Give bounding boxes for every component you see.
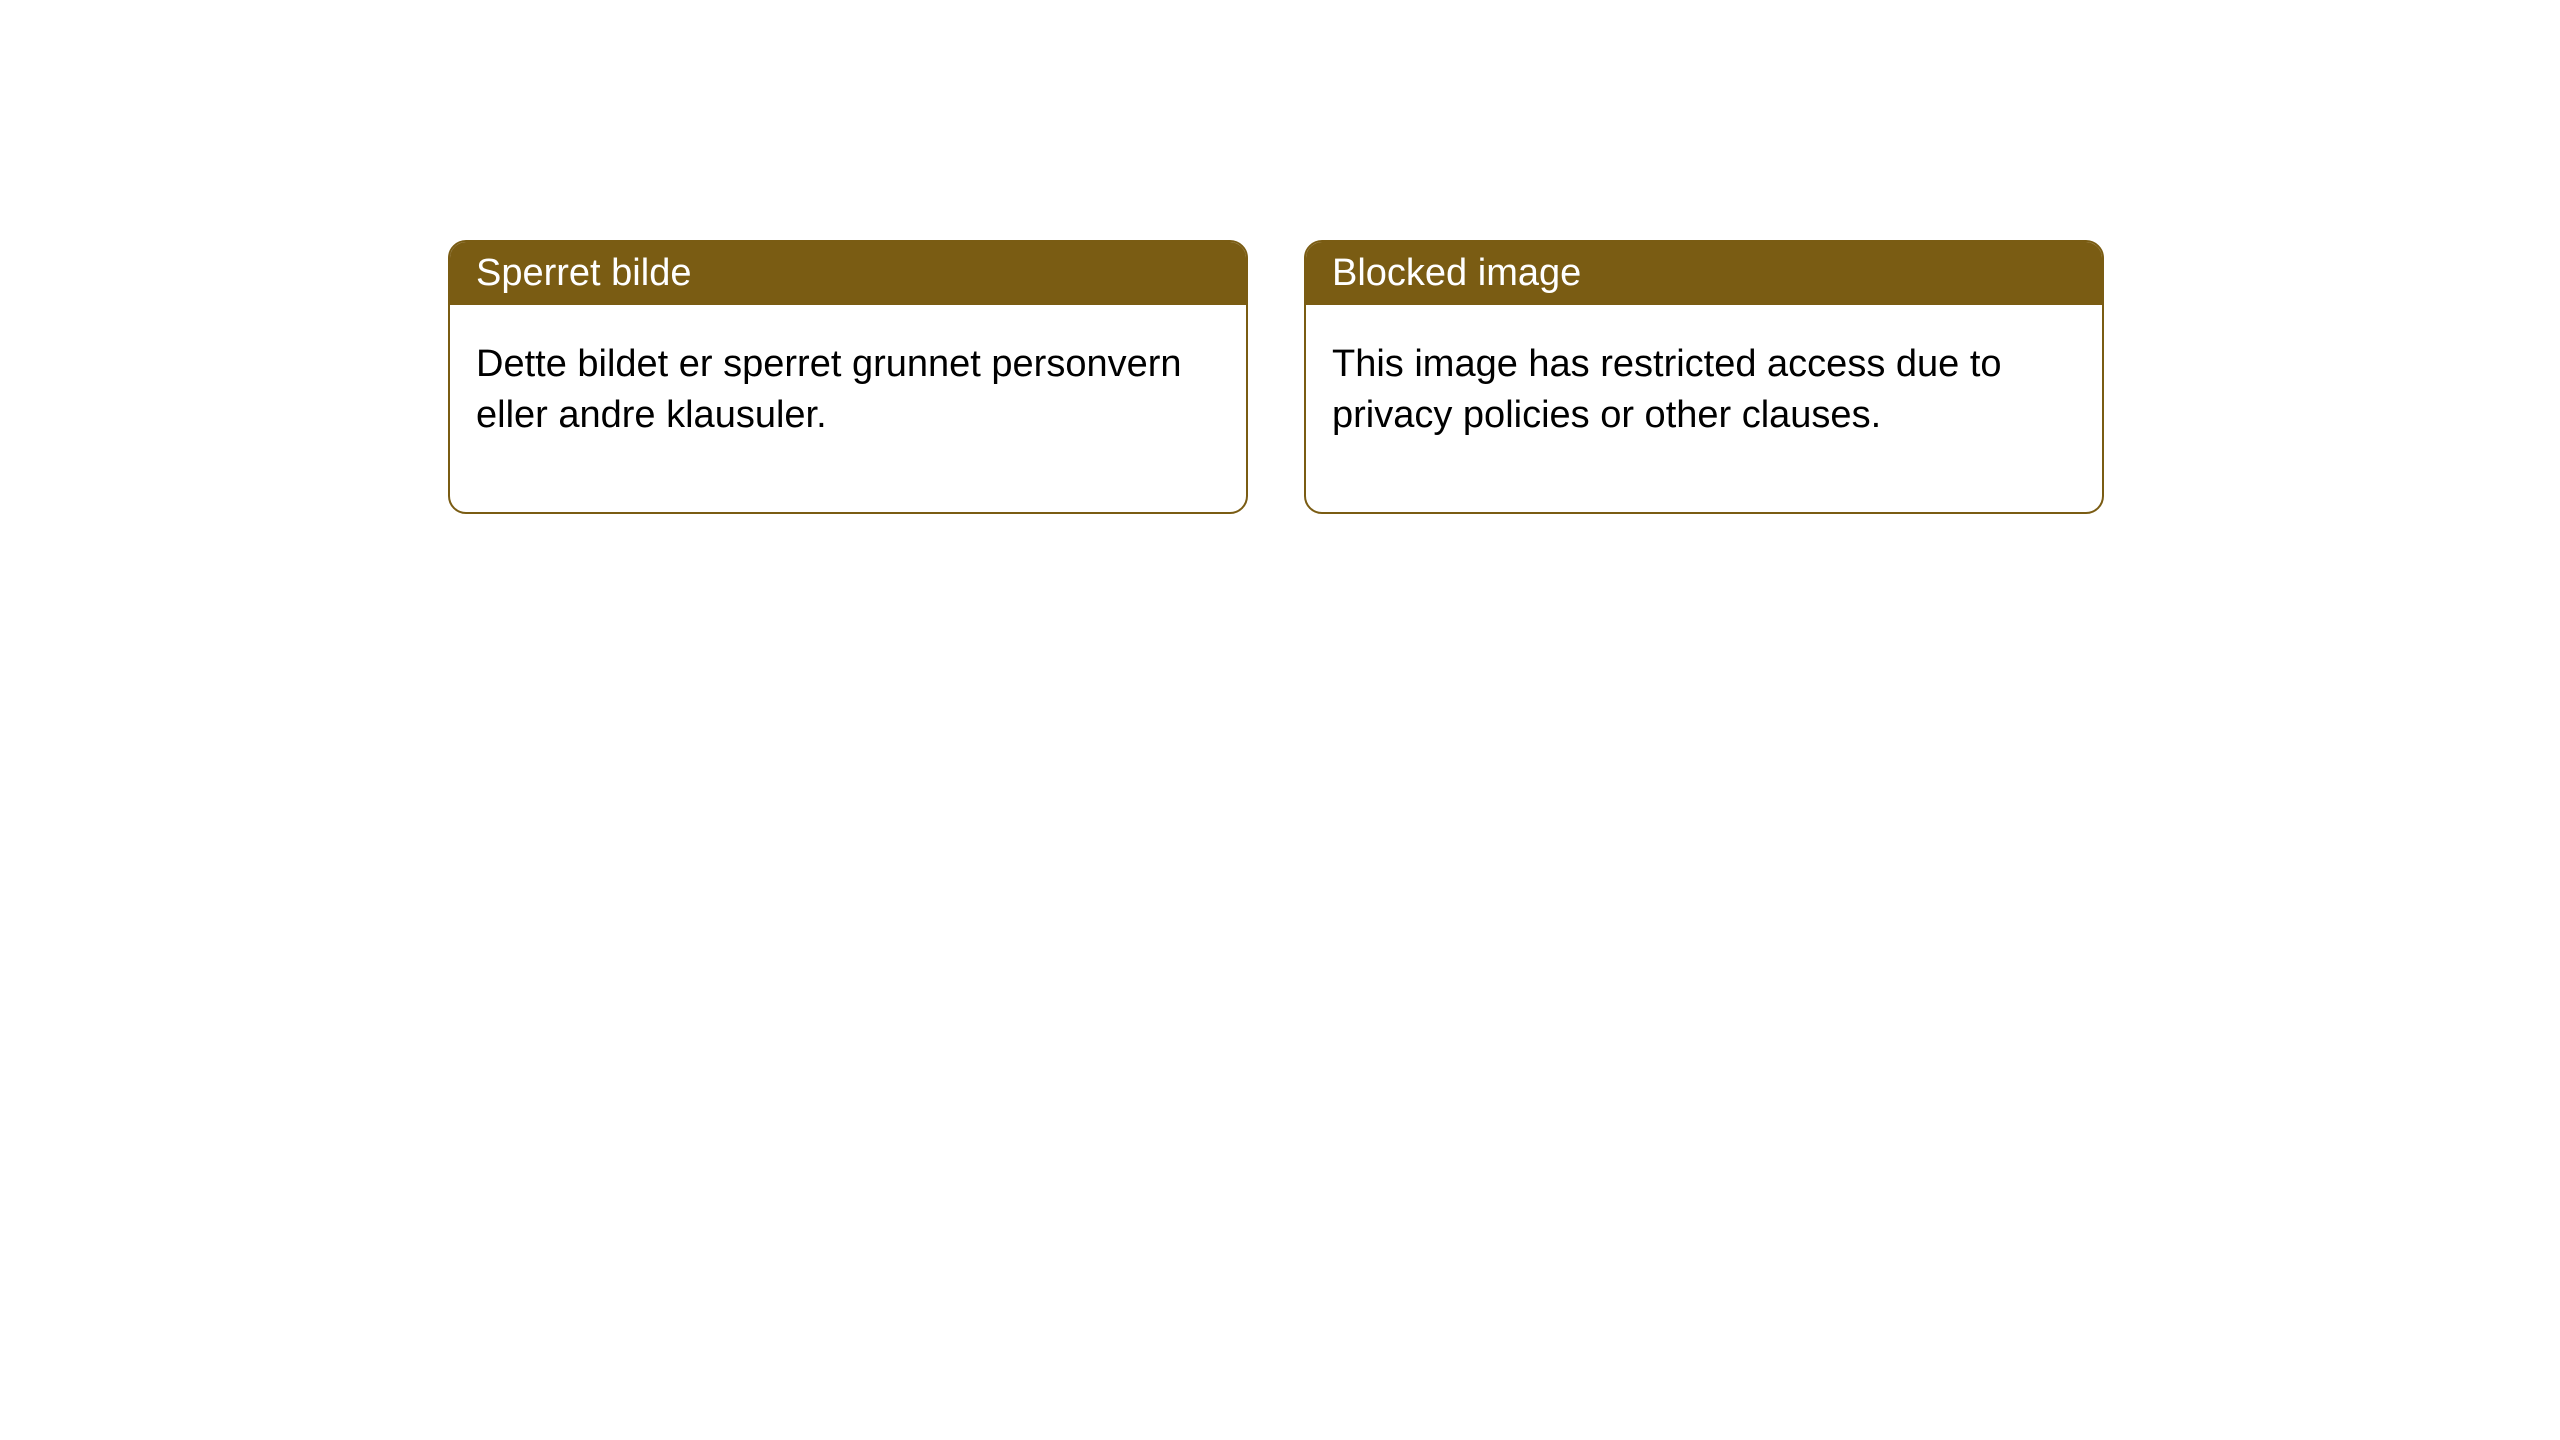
notice-body-norwegian: Dette bildet er sperret grunnet personve…: [450, 305, 1246, 512]
notice-header-english: Blocked image: [1306, 242, 2102, 305]
notice-body-english: This image has restricted access due to …: [1306, 305, 2102, 512]
notice-card-english: Blocked image This image has restricted …: [1304, 240, 2104, 514]
notice-card-norwegian: Sperret bilde Dette bildet er sperret gr…: [448, 240, 1248, 514]
notice-container: Sperret bilde Dette bildet er sperret gr…: [448, 240, 2104, 514]
notice-header-norwegian: Sperret bilde: [450, 242, 1246, 305]
